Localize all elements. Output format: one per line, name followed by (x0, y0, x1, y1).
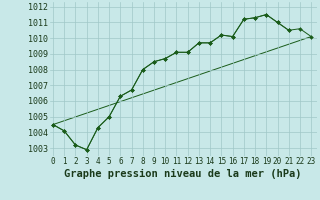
X-axis label: Graphe pression niveau de la mer (hPa): Graphe pression niveau de la mer (hPa) (64, 169, 302, 179)
